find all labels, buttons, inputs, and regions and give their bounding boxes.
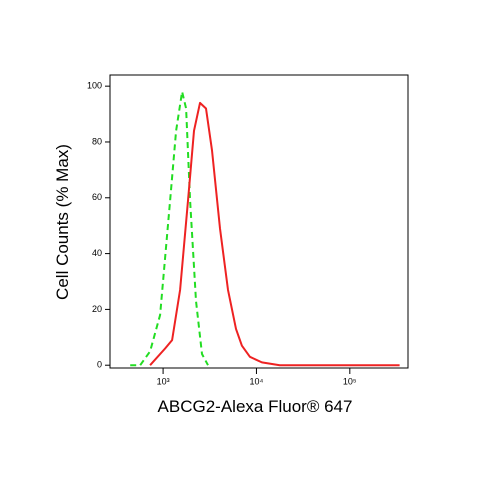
x-tick-label: 10³ (157, 376, 170, 386)
x-tick-label: 10⁴ (250, 376, 264, 386)
y-axis-label: Cell Counts (% Max) (53, 144, 72, 300)
x-axis-label: ABCG2-Alexa Fluor® 647 (158, 397, 353, 416)
histogram-line (130, 90, 209, 367)
plot-frame (109, 74, 409, 369)
y-tick-label: 0 (97, 360, 102, 370)
x-tick-label: 10⁵ (343, 376, 357, 386)
histogram-line (149, 101, 400, 367)
y-tick-label: 20 (92, 304, 102, 314)
y-tick-label: 40 (92, 248, 102, 258)
y-tick-label: 100 (87, 81, 102, 91)
y-tick-label: 60 (92, 192, 102, 202)
y-tick-label: 80 (92, 136, 102, 146)
